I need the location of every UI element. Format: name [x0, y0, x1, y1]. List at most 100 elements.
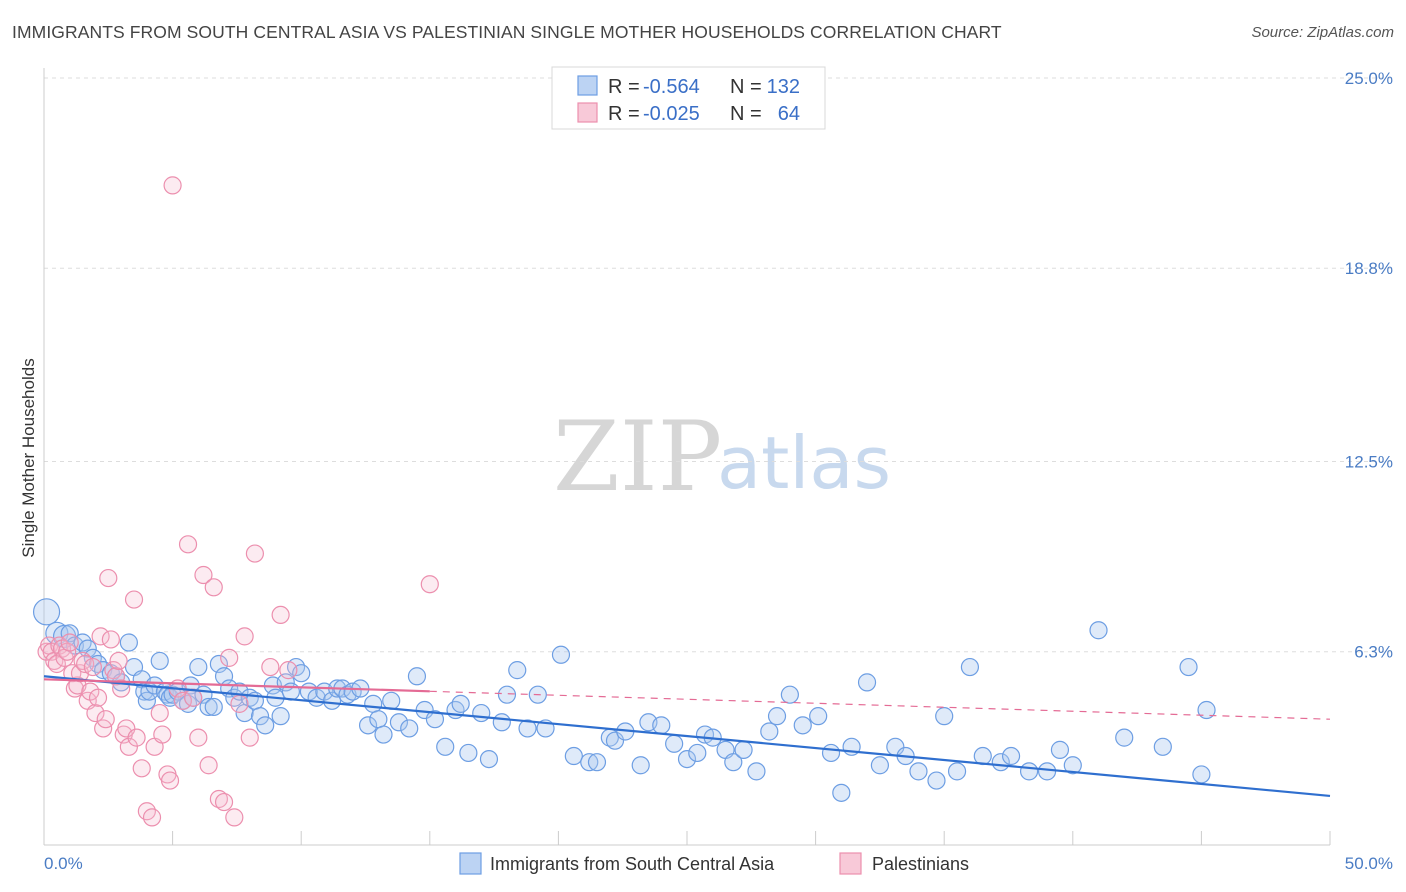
immigrants-point-89 — [631, 756, 650, 775]
y-tick-label-1: 12.5% — [1345, 453, 1393, 472]
series-legend-swatch-immigrants — [459, 852, 482, 875]
immigrants-point-125 — [1089, 621, 1108, 640]
palestinians-point-31 — [117, 719, 136, 738]
palestinians-point-60 — [261, 657, 280, 677]
legend-swatch-immigrants — [577, 75, 598, 96]
immigrants-point-33 — [204, 697, 223, 717]
immigrants-point-43 — [256, 716, 275, 735]
immigrants-point-117 — [960, 657, 980, 677]
immigrants-point-85 — [587, 753, 607, 772]
immigrants-point-83 — [564, 746, 583, 766]
immigrants-point-122 — [1037, 762, 1057, 781]
x-tick-label-1: 50.0% — [1345, 854, 1393, 873]
immigrants-point-46 — [271, 707, 290, 726]
immigrants-point-67 — [407, 667, 427, 686]
palestinians-point-9 — [60, 633, 79, 652]
palestinians-point-46 — [178, 535, 198, 554]
immigrants-point-77 — [497, 685, 517, 704]
palestinians-point-20 — [88, 688, 108, 707]
axes — [43, 68, 1331, 846]
palestinians-point-61 — [271, 605, 290, 625]
palestinians-point-19 — [86, 703, 105, 723]
series-legend: Immigrants from South Central Asia Pales… — [459, 852, 969, 875]
immigrants-point-60 — [358, 716, 378, 735]
immigrants-point-20 — [150, 651, 169, 671]
immigrants-point-98 — [724, 753, 743, 772]
grid-lines — [44, 77, 1394, 653]
immigrants-point-75 — [479, 749, 499, 769]
series-legend-palestinians: Palestinians — [872, 854, 969, 874]
palestinians-point-51 — [204, 578, 223, 597]
immigrants-point-87 — [605, 731, 625, 750]
immigrants-point-116 — [947, 762, 967, 781]
y-tick-label-0: 6.3% — [1354, 643, 1393, 662]
immigrants-point-92 — [665, 734, 684, 753]
immigrants-point-121 — [1019, 762, 1039, 781]
immigrants-point-63 — [374, 725, 393, 744]
immigrants-point-91 — [652, 716, 671, 735]
palestinians-trend-line — [43, 678, 430, 693]
palestinians-point-40 — [153, 725, 172, 744]
palestinians-point-23 — [96, 710, 115, 729]
immigrants-point-84 — [580, 753, 599, 772]
immigrants-point-72 — [451, 694, 470, 713]
immigrants-point-69 — [425, 710, 445, 729]
data-points — [32, 176, 1216, 827]
palestinians-point-34 — [127, 728, 146, 747]
immigrants-point-61 — [364, 694, 383, 713]
immigrants-point-126 — [1115, 728, 1134, 747]
palestinians-point-54 — [220, 648, 239, 667]
immigrants-point-42 — [250, 707, 270, 726]
palestinians-point-63 — [420, 575, 439, 594]
immigrants-point-103 — [780, 685, 799, 704]
immigrants-point-93 — [677, 749, 697, 769]
immigrants-point-65 — [389, 713, 409, 732]
palestinians-point-32 — [119, 737, 138, 756]
legend-r-value-1: -0.564 — [643, 76, 700, 98]
palestinians-point-53 — [214, 792, 234, 812]
palestinians-point-50 — [199, 756, 218, 775]
immigrants-point-114 — [927, 771, 946, 790]
source-label: Source: ZipAtlas.com — [1251, 24, 1394, 41]
legend-n-label-2: N = — [730, 103, 762, 125]
palestinians-point-55 — [225, 808, 244, 827]
immigrants-point-107 — [832, 783, 851, 802]
palestinians-point-28 — [109, 651, 128, 671]
immigrants-point-127 — [1153, 737, 1172, 756]
tick-labels: 6.3% 12.5% 18.8% 25.0% 0.0% 50.0% — [44, 69, 1393, 873]
palestinians-point-48 — [189, 728, 208, 747]
y-tick-label-2: 18.8% — [1345, 259, 1393, 278]
legend-r-label-1: R = — [608, 76, 640, 98]
immigrants-point-109 — [857, 673, 877, 692]
x-tick-label-0: 0.0% — [44, 854, 83, 873]
immigrants-point-0 — [32, 598, 61, 626]
immigrants-point-66 — [400, 719, 419, 738]
y-axis-label: Single Mother Households — [19, 358, 38, 557]
palestinians-point-24 — [99, 568, 118, 588]
palestinians-point-33 — [124, 590, 144, 609]
immigrants-point-40 — [240, 688, 259, 707]
trend-lines — [43, 675, 1331, 798]
immigrants-point-123 — [1050, 740, 1070, 759]
legend-n-label-1: N = — [730, 76, 762, 98]
immigrants-point-94 — [688, 743, 707, 763]
zipatlas-watermark: ZIP atlas — [553, 401, 891, 513]
palestinians-point-35 — [132, 759, 151, 778]
palestinians-point-14 — [73, 651, 92, 671]
palestinians-point-52 — [209, 789, 228, 809]
legend-r-value-2: -0.025 — [643, 103, 700, 125]
palestinians-point-56 — [230, 694, 249, 713]
series-legend-swatch-palestinians — [839, 852, 862, 875]
palestinians-point-21 — [91, 627, 110, 646]
immigrants-point-115 — [935, 707, 954, 726]
immigrants-point-13 — [119, 633, 138, 652]
legend-r-label-2: R = — [608, 103, 640, 125]
immigrants-point-120 — [1001, 746, 1021, 766]
immigrants-point-79 — [518, 719, 537, 738]
palestinians-point-18 — [83, 657, 102, 677]
immigrants-point-105 — [809, 707, 828, 726]
immigrants-point-73 — [459, 743, 478, 763]
immigrants-trend-line — [43, 675, 1331, 798]
palestinians-trend-extension — [429, 690, 1331, 720]
immigrants-point-128 — [1179, 657, 1198, 677]
